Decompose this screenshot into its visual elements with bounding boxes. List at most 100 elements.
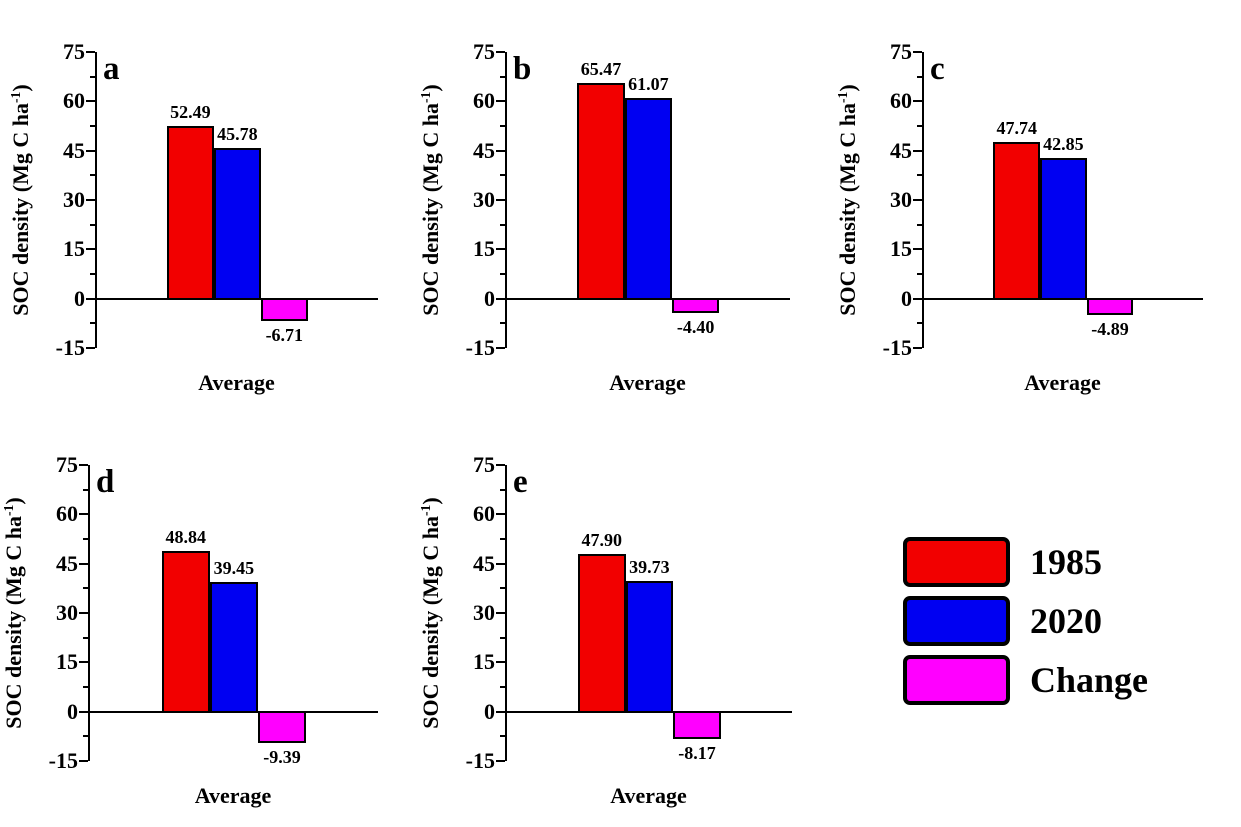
y-axis-tick-label: 45	[56, 550, 78, 576]
y-axis-major-tick	[496, 199, 505, 201]
y-axis-title-text: SOC density (Mg C ha	[418, 103, 444, 316]
legend: 1985 2020 Change	[903, 537, 1148, 714]
y-axis-minor-tick	[83, 587, 88, 590]
legend-swatch-1985	[903, 537, 1010, 587]
bar-2020	[625, 580, 674, 713]
y-axis-major-tick	[496, 248, 505, 251]
x-axis-label: Average	[198, 370, 275, 395]
y-axis-tick-label: 60	[473, 501, 495, 527]
y-axis-tick-label: -15	[48, 748, 78, 773]
x-axis-label: Average	[609, 370, 686, 395]
y-axis-minor-tick	[500, 488, 505, 491]
y-axis-minor-tick	[500, 273, 505, 275]
y-axis-tick-label: -15	[55, 335, 85, 360]
y-axis-minor-tick	[83, 488, 88, 491]
chart-panel-e: SOC density (Mg C ha-1) e 75 60 45 30 15 0 -15…	[418, 453, 792, 808]
bar-2020	[213, 148, 261, 300]
bar-value-label: 39.45	[213, 557, 255, 578]
y-axis-major-tick	[913, 199, 922, 201]
y-axis-major-tick	[86, 51, 95, 53]
y-axis-major-tick	[913, 100, 922, 103]
y-axis-minor-tick	[500, 686, 505, 688]
x-axis-label: Average	[1024, 370, 1101, 395]
y-axis-major-tick	[496, 760, 505, 762]
y-axis-major-tick	[913, 297, 922, 300]
y-axis-minor-tick	[500, 75, 505, 78]
y-axis-tick-label: 0	[484, 285, 495, 311]
bar-value-label: 47.90	[581, 530, 622, 551]
y-axis-tick-label: 45	[473, 550, 495, 576]
panel-letter: d	[96, 464, 115, 500]
y-axis-line	[95, 52, 97, 348]
bar-1985	[161, 551, 210, 713]
bar-change	[257, 710, 307, 743]
y-axis-tick-label: 15	[473, 649, 495, 675]
y-axis-major-tick	[79, 760, 88, 762]
y-axis-tick-label: 30	[63, 187, 85, 212]
y-axis-title: SOC density (Mg C ha-1)	[835, 84, 861, 315]
y-axis-tick-label: 60	[56, 501, 78, 527]
bar-value-label: -9.39	[263, 746, 301, 767]
y-axis-major-tick	[496, 100, 505, 103]
y-axis-tick-label: -15	[882, 335, 912, 360]
panel-letter: c	[930, 51, 945, 87]
bar-value-label: 42.85	[1043, 133, 1084, 154]
y-axis-minor-tick	[917, 273, 922, 275]
y-axis-major-tick	[496, 612, 505, 614]
bar-value-label: 47.74	[996, 117, 1037, 138]
legend-label-2020: 2020	[1030, 601, 1102, 641]
panel-letter: b	[513, 51, 532, 87]
bar-value-label: 52.49	[170, 102, 211, 123]
bar-value-label: 39.73	[629, 556, 670, 577]
y-axis-minor-tick	[90, 223, 95, 226]
y-axis-major-tick	[79, 562, 88, 565]
y-axis-minor-tick	[90, 125, 95, 127]
plot-area: b 75 60 45 30 15 0 -15 65.47 61.07 -4.40	[466, 40, 790, 360]
bar-1985	[993, 141, 1040, 300]
y-axis-title-text: SOC density (Mg C ha	[835, 103, 861, 316]
y-axis-tick-label: 75	[63, 39, 85, 64]
bar-value-label: 48.84	[165, 527, 206, 548]
y-axis-major-tick	[913, 248, 922, 251]
legend-item-1985: 1985	[903, 537, 1148, 587]
bar-1985	[577, 554, 626, 713]
y-axis-tick-label: 60	[890, 88, 912, 114]
y-axis-line	[505, 52, 507, 348]
y-axis-tick-label: -15	[465, 335, 495, 360]
chart-panel-d: SOC density (Mg C ha-1) d 75 60 45 30 15 0 -15…	[1, 453, 378, 808]
plot-area: c 75 60 45 30 15 0 -15 47.74 42.85 -4.89	[883, 40, 1203, 360]
y-axis-tick-label: 75	[473, 39, 495, 64]
y-axis-minor-tick	[500, 538, 505, 540]
y-axis-major-tick	[496, 347, 505, 349]
bar-change	[1086, 297, 1134, 315]
y-axis-tick-label: 15	[890, 236, 912, 262]
bar-2020	[1040, 157, 1087, 300]
y-axis-minor-tick	[90, 273, 95, 275]
legend-label-1985: 1985	[1030, 542, 1102, 582]
chart-panel-a: SOC density (Mg C ha-1) a 75 60 45 30 15 0 -15…	[8, 40, 378, 395]
legend-swatch-2020	[903, 596, 1010, 646]
bar-value-label: 65.47	[580, 59, 622, 80]
y-axis-tick-label: 0	[484, 698, 495, 724]
y-axis-tick-label: 75	[473, 452, 495, 477]
y-axis-major-tick	[496, 661, 505, 664]
y-axis-tick-label: 60	[473, 88, 495, 114]
y-axis-tick-label: 15	[63, 236, 85, 262]
y-axis-major-tick	[496, 297, 505, 300]
y-axis-tick-label: 0	[67, 698, 78, 724]
y-axis-tick-label: 15	[56, 649, 78, 675]
panel-letter: e	[513, 464, 528, 500]
y-axis-minor-tick	[917, 322, 922, 325]
legend-item-change: Change	[903, 655, 1148, 705]
y-axis-title-close-paren: )	[835, 84, 861, 92]
y-axis-major-tick	[496, 149, 505, 152]
y-axis-major-tick	[86, 347, 95, 349]
y-axis-title-close-paren: )	[1, 497, 27, 505]
y-axis-title-superscript: -1	[7, 91, 23, 103]
y-axis-tick-label: 45	[890, 137, 912, 163]
bar-value-label: 45.78	[217, 124, 258, 145]
x-axis-label: Average	[194, 783, 272, 808]
y-axis-major-tick	[86, 199, 95, 201]
y-axis-major-tick	[496, 710, 505, 713]
chart-panel-b: SOC density (Mg C ha-1) b 75 60 45 30 15 0 -15…	[418, 40, 790, 395]
